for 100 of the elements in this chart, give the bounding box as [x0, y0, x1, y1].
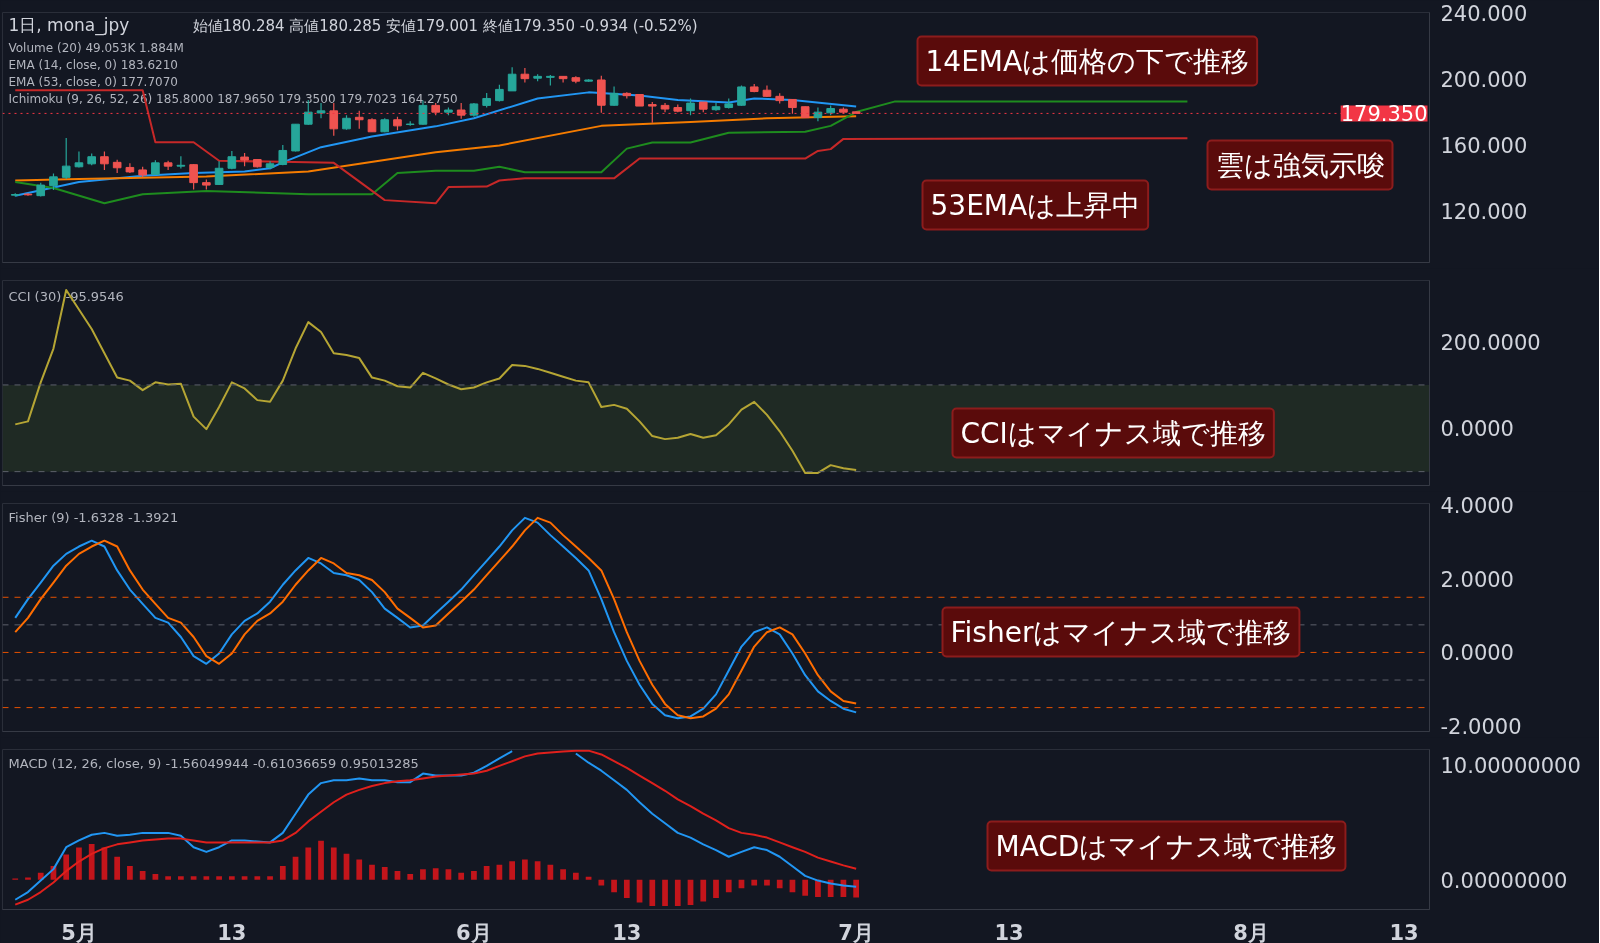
candlestick: [520, 67, 530, 84]
annotation: MACDはマイナス域で推移: [995, 829, 1338, 863]
candlestick: [609, 85, 619, 107]
bar: [445, 869, 452, 880]
bar: [662, 879, 668, 907]
bar: [127, 865, 133, 880]
bar: [547, 864, 554, 880]
candlestick: [647, 101, 657, 124]
bar: [458, 872, 465, 880]
bar: [572, 872, 579, 880]
x-tick-label: 13: [612, 920, 642, 943]
candlestick: [61, 137, 71, 180]
bar: [330, 847, 337, 880]
bar: [713, 879, 719, 899]
x-tick-label: 13: [217, 920, 247, 943]
bar: [700, 879, 707, 902]
bar: [560, 869, 566, 880]
bar: [381, 867, 388, 880]
bar: [776, 879, 783, 889]
candlestick: [74, 151, 84, 169]
bar: [764, 879, 770, 886]
bar: [623, 879, 630, 899]
candlestick: [189, 163, 198, 191]
bar: [25, 877, 31, 880]
annotation: 53EMAは上昇中: [930, 188, 1141, 222]
bar: [649, 879, 656, 907]
bar: [420, 869, 426, 880]
bar: [203, 876, 210, 880]
bar: [674, 879, 681, 907]
bar: [598, 879, 605, 886]
y-tick-label: 200.000: [1440, 68, 1528, 93]
annotation: 始値180.284 高値180.285 安値179.001 終値179.350 -0.934 (-0.52%): [192, 16, 698, 35]
bar: [585, 876, 592, 880]
bar: [165, 876, 171, 880]
bar: [254, 876, 261, 880]
x-tick-label: 5月: [61, 920, 97, 943]
bar: [279, 865, 286, 880]
annotation: MACD (12, 26, close, 9) -1.56049944 -0.61036659 0.95013285: [8, 755, 419, 771]
y-tick-label: 0.0000: [1440, 641, 1514, 666]
annotation: EMA (14, close, 0) 183.6210: [8, 57, 178, 72]
candlestick: [329, 102, 339, 137]
bar: [228, 876, 235, 880]
annotation: 雲は強気示唆: [1215, 148, 1385, 182]
bar: [139, 871, 146, 880]
bar: [190, 876, 197, 880]
y-tick-label: 160.000: [1440, 134, 1528, 159]
annotation: Fisherはマイナス域で推移: [950, 615, 1292, 649]
bar: [88, 844, 95, 880]
bar: [534, 861, 541, 880]
bar: [853, 879, 860, 898]
bar: [815, 879, 821, 897]
bar: [152, 873, 159, 880]
bar: [356, 859, 363, 880]
bar: [369, 864, 375, 880]
candlestick: [354, 110, 364, 130]
y-tick-label: 0.00000000: [1440, 868, 1568, 893]
bar: [305, 847, 312, 880]
x-tick-label: 7月: [838, 920, 874, 943]
candlestick: [214, 160, 224, 186]
annotation: Fisher (9) -1.6328 -1.3921: [8, 509, 179, 525]
bar: [483, 865, 490, 880]
x-tick-label: 6月: [456, 920, 492, 943]
line-series: [14, 115, 858, 182]
y-tick-label: 240.000: [1440, 2, 1528, 27]
bar: [241, 876, 248, 880]
candlestick: [316, 102, 326, 119]
ref-line-label: 179.350: [1340, 102, 1428, 127]
annotation: 1日, mona_jpy: [8, 14, 130, 36]
y-tick-label: 4.0000: [1440, 494, 1514, 519]
x-tick-label: 13: [994, 920, 1024, 943]
bar: [216, 876, 222, 880]
x-tick-label: 13: [1389, 920, 1419, 943]
y-tick-label: 200.0000: [1440, 330, 1541, 355]
annotation: Volume (20) 49.053K 1.884M: [8, 40, 184, 55]
bar: [394, 871, 401, 880]
bar: [267, 876, 273, 880]
candlestick: [737, 84, 746, 107]
bar: [471, 871, 477, 880]
annotation: 14EMAは価格の下で推移: [925, 44, 1250, 78]
y-tick-label: 10.00000000: [1440, 753, 1581, 778]
bar: [114, 856, 121, 880]
bar: [611, 879, 617, 893]
candlestick: [507, 66, 517, 92]
bar: [432, 868, 439, 880]
bar: [725, 879, 732, 893]
x-tick-label: 8月: [1233, 920, 1269, 943]
bar: [76, 847, 82, 880]
bar: [509, 861, 516, 880]
y-tick-label: 0.0000: [1440, 417, 1514, 442]
bar: [178, 876, 184, 880]
annotation: EMA (53, close, 0) 177.7070: [8, 74, 178, 89]
bar: [751, 879, 758, 886]
y-tick-label: 2.0000: [1440, 567, 1514, 592]
y-tick-label: -2.0000: [1440, 714, 1522, 739]
bar: [802, 879, 809, 896]
bar: [407, 873, 414, 880]
bar: [318, 840, 324, 880]
candlestick: [176, 155, 186, 170]
annotation: CCIはマイナス域で推移: [960, 416, 1266, 450]
candlestick: [100, 151, 109, 171]
